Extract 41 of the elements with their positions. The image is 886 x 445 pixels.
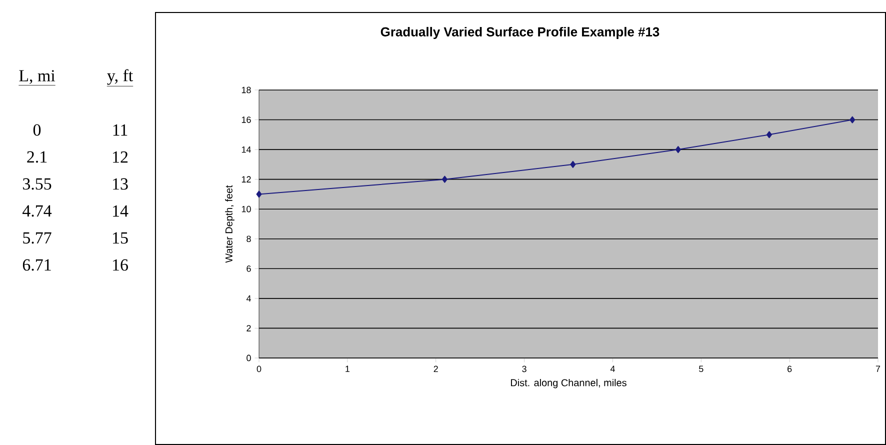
y-tick-label: 6: [246, 265, 251, 272]
x-axis-title: Dist. along Channel, miles: [510, 378, 626, 388]
y-tick-label: 8: [246, 236, 251, 242]
text: L, mi: [19, 70, 56, 84]
point: [442, 176, 448, 183]
point: [570, 160, 576, 168]
x-tick-label: 2: [434, 366, 438, 372]
x-tick-label: 6: [788, 366, 792, 372]
y-tick-label: 18: [242, 86, 251, 94]
text: 14: [113, 205, 128, 217]
x-tick-label: 1: [346, 366, 350, 372]
point: [766, 131, 772, 138]
text: 6.71: [22, 259, 51, 271]
text: 16: [113, 259, 128, 271]
text: 3.55: [23, 178, 52, 190]
x-tick-label: 0: [256, 366, 262, 372]
y-tick-label: 2: [246, 325, 251, 332]
chart-title: Gradually Varied Surface Profile Example #13: [380, 26, 660, 40]
text: 11: [113, 124, 128, 136]
point: [850, 116, 856, 124]
y-tick-label: 14: [242, 146, 251, 153]
text: y, ft: [107, 69, 134, 85]
x-tick-label: 4: [610, 366, 615, 372]
x-tick-label: 7: [876, 366, 880, 372]
y-axis-title: Water Depth, feet: [225, 185, 234, 263]
y-tick-label: 10: [242, 206, 251, 212]
y-tick-label: 16: [242, 116, 251, 123]
text: 5.77: [23, 232, 52, 244]
text: 2.1: [27, 151, 47, 163]
y-tick-label: 12: [242, 176, 251, 182]
x-tick-label: 3: [522, 366, 526, 372]
y-tick-label: 4: [246, 295, 251, 302]
text: 4.74: [22, 205, 52, 217]
y-tick-label: 0: [246, 354, 251, 362]
text: 15: [113, 232, 128, 244]
x-tick-label: 5: [699, 366, 704, 372]
point: [675, 146, 681, 154]
text: 13: [113, 178, 128, 190]
text: 12: [113, 151, 128, 163]
point: [256, 190, 262, 198]
text: 0: [33, 124, 41, 136]
